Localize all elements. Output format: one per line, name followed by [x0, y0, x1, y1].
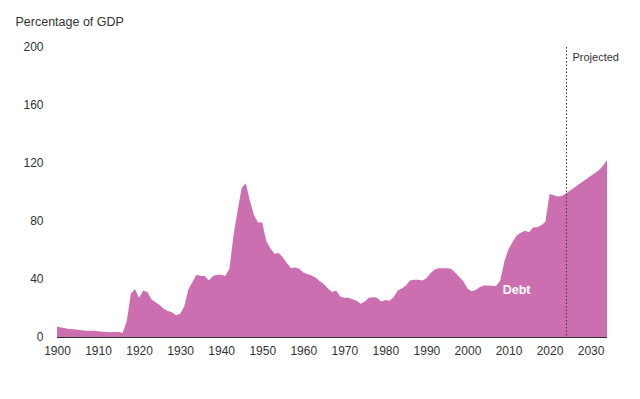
svg-text:2010: 2010: [496, 344, 523, 358]
svg-text:80: 80: [30, 214, 44, 228]
svg-text:200: 200: [23, 40, 43, 54]
svg-text:2020: 2020: [537, 344, 564, 358]
svg-text:1950: 1950: [249, 344, 276, 358]
svg-text:0: 0: [37, 330, 44, 344]
svg-text:1930: 1930: [167, 344, 194, 358]
svg-text:1920: 1920: [126, 344, 153, 358]
svg-text:1910: 1910: [85, 344, 112, 358]
svg-text:1980: 1980: [373, 344, 400, 358]
svg-text:160: 160: [23, 98, 43, 112]
svg-text:1960: 1960: [290, 344, 317, 358]
svg-text:2030: 2030: [578, 344, 605, 358]
svg-text:1970: 1970: [331, 344, 358, 358]
svg-text:1990: 1990: [414, 344, 441, 358]
svg-text:120: 120: [23, 156, 43, 170]
svg-text:Debt: Debt: [503, 283, 532, 297]
svg-text:Percentage of GDP: Percentage of GDP: [16, 15, 124, 29]
svg-text:1940: 1940: [208, 344, 235, 358]
svg-text:40: 40: [30, 272, 44, 286]
svg-text:2000: 2000: [455, 344, 482, 358]
svg-text:Projected: Projected: [572, 51, 618, 63]
svg-text:1900: 1900: [44, 344, 71, 358]
